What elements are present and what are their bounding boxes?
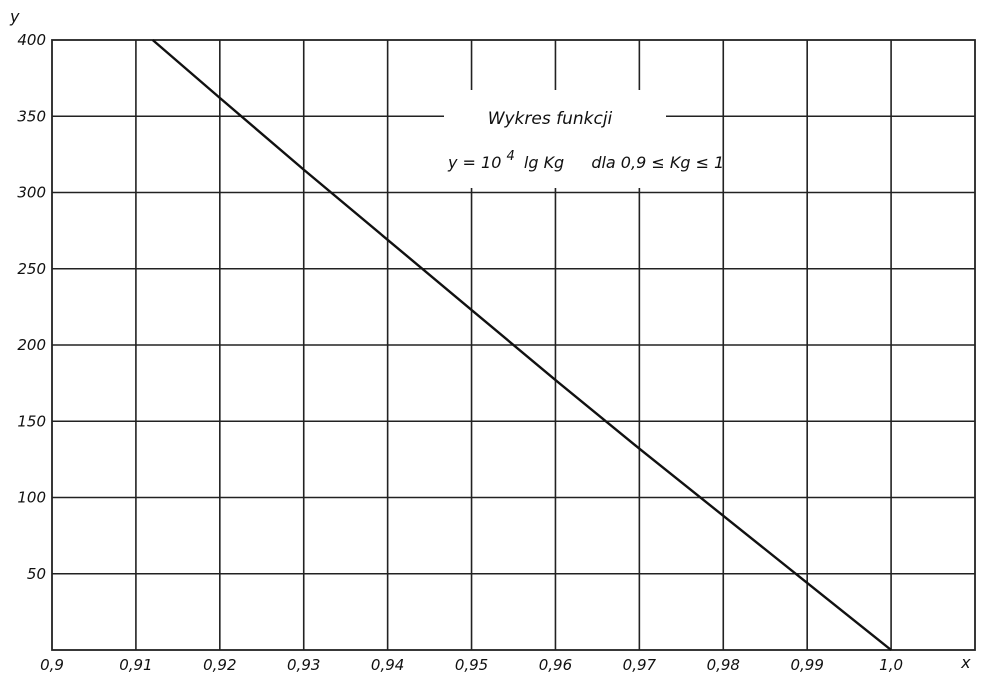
y-tick-label: 400	[17, 31, 46, 49]
x-tick-label: 0,94	[371, 656, 404, 674]
x-tick-label: 0,95	[455, 656, 488, 674]
tick-layer: 0,9 0,91 0,92 0,93 0,94 0,95 0,96 0,97 0,98 0,99 1…	[17, 31, 903, 674]
y-axis-label: y	[9, 7, 20, 26]
y-tick-label: 200	[17, 336, 46, 354]
x-tick-label: 0,97	[623, 656, 657, 674]
formula-condition: dla 0,9 ≤ Kg ≤ 1	[591, 153, 724, 172]
x-axis-label: x	[960, 653, 971, 672]
y-tick-label: 250	[17, 260, 46, 278]
x-tick-label: 0,91	[119, 656, 152, 674]
x-tick-label: 0,9	[40, 656, 64, 674]
plot-frame	[51, 39, 976, 651]
formula-rhs: lg Kg	[524, 153, 564, 172]
title-box-background	[444, 90, 666, 188]
series-line	[151, 39, 892, 651]
series-layer	[151, 39, 892, 651]
x-tick-label: 0,99	[790, 656, 823, 674]
x-tick-label: 1,0	[879, 656, 903, 674]
x-tick-label: 0,93	[287, 656, 320, 674]
x-tick-label: 0,98	[707, 656, 740, 674]
formula-exponent: 4	[507, 149, 515, 164]
y-tick-label: 300	[17, 184, 46, 202]
formula-lhs: y = 10	[447, 153, 501, 172]
y-tick-label: 150	[17, 412, 46, 430]
x-tick-label: 0,96	[539, 656, 572, 674]
y-tick-label: 50	[27, 565, 46, 583]
y-tick-label: 100	[17, 489, 46, 507]
chart-formula: y = 10 4 lg Kg dla 0,9 ≤ Kg ≤ 1	[447, 145, 724, 172]
y-tick-label: 350	[17, 107, 46, 125]
x-tick-label: 0,92	[203, 656, 236, 674]
chart-title: Wykres funkcji	[488, 109, 613, 129]
